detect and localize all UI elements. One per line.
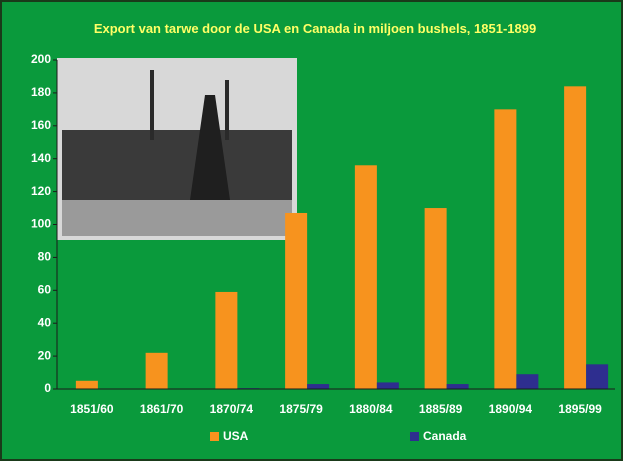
bar bbox=[376, 382, 399, 389]
y-tick-label: 160 bbox=[31, 118, 51, 132]
photo-ship bbox=[62, 130, 292, 210]
y-tick-label: 0 bbox=[44, 381, 51, 395]
chart-title: Export van tarwe door de USA en Canada i… bbox=[93, 21, 537, 36]
photo-water bbox=[62, 200, 292, 236]
x-tick-label: 1861/70 bbox=[140, 402, 184, 416]
y-tick-label: 80 bbox=[38, 250, 52, 264]
y-tick-label: 20 bbox=[38, 348, 52, 362]
ship-photo bbox=[57, 58, 297, 240]
legend-label: USA bbox=[223, 429, 249, 443]
x-tick-label: 1875/79 bbox=[279, 402, 323, 416]
bar bbox=[564, 86, 587, 389]
bar bbox=[516, 374, 539, 389]
x-tick-label: 1890/94 bbox=[489, 402, 533, 416]
x-tick-label: 1885/89 bbox=[419, 402, 463, 416]
y-tick-label: 180 bbox=[31, 85, 51, 99]
x-tick-label: 1880/84 bbox=[349, 402, 393, 416]
x-tick-label: 1895/99 bbox=[558, 402, 602, 416]
y-tick-label: 200 bbox=[31, 52, 51, 66]
bar bbox=[424, 208, 447, 389]
y-tick-label: 60 bbox=[38, 282, 52, 296]
legend-swatch bbox=[210, 432, 219, 441]
bar bbox=[285, 212, 308, 389]
bar bbox=[446, 384, 469, 389]
x-tick-label: 1851/60 bbox=[70, 402, 114, 416]
legend-swatch bbox=[410, 432, 419, 441]
y-tick-label: 40 bbox=[38, 315, 52, 329]
y-tick-label: 100 bbox=[31, 217, 51, 231]
bar bbox=[75, 380, 98, 389]
x-tick-label: 1870/74 bbox=[210, 402, 254, 416]
photo-mast bbox=[225, 80, 229, 140]
bar bbox=[494, 109, 517, 389]
bar bbox=[307, 384, 330, 389]
bar bbox=[145, 352, 168, 389]
bar bbox=[586, 364, 609, 389]
y-tick-label: 140 bbox=[31, 151, 51, 165]
bar bbox=[354, 165, 377, 389]
legend-label: Canada bbox=[423, 429, 467, 443]
bar bbox=[215, 291, 238, 389]
y-tick-label: 120 bbox=[31, 184, 51, 198]
photo-mast bbox=[150, 70, 154, 140]
photo-elevator bbox=[190, 95, 230, 200]
